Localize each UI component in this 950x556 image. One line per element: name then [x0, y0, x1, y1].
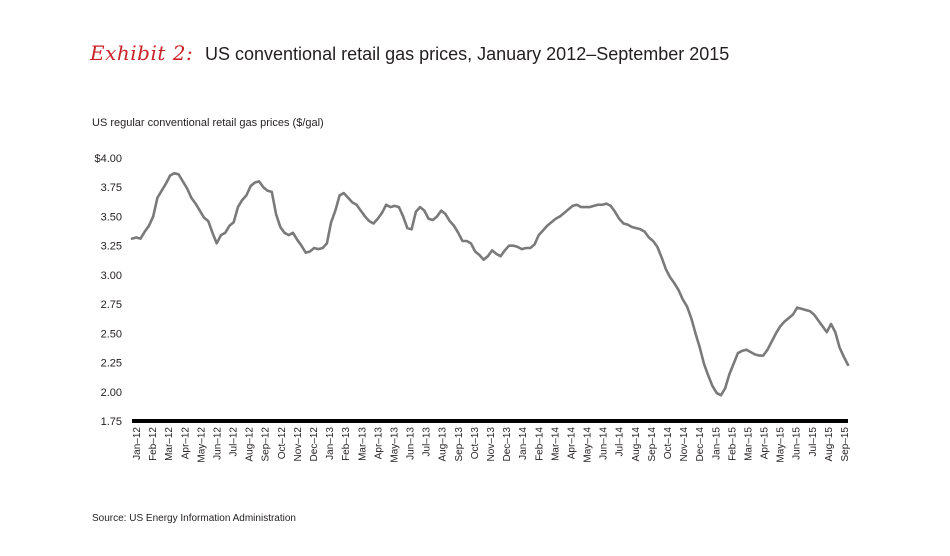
- y-tick-label: 3.25: [101, 241, 122, 253]
- y-tick-label: $4.00: [94, 153, 122, 165]
- y-tick-label: 3.75: [101, 182, 122, 194]
- x-tick-label: Oct–12: [277, 427, 288, 460]
- x-tick-label: Jan–15: [711, 427, 722, 460]
- x-tick-label: Sep–14: [647, 427, 658, 462]
- x-tick-label: Sep–13: [454, 427, 465, 462]
- y-axis-title: US regular conventional retail gas price…: [92, 117, 324, 129]
- x-tick-label: Jul–12: [229, 427, 240, 457]
- x-tick-label: Jul–14: [615, 427, 626, 457]
- x-tick-label: Jan–13: [325, 427, 336, 460]
- x-tick-label: Feb–13: [341, 427, 352, 461]
- x-tick-label: Jul–13: [422, 427, 433, 457]
- x-tick-label: Sep–15: [840, 427, 851, 462]
- x-tick-label: Mar–12: [164, 427, 175, 461]
- x-tick-label: Sep–12: [261, 427, 272, 462]
- x-tick-label: Jun–14: [599, 427, 610, 460]
- x-tick-label: Dec–12: [309, 427, 320, 462]
- y-tick-label: 2.50: [101, 328, 122, 340]
- x-tick-label: May–13: [389, 427, 400, 463]
- x-tick-label: Oct–14: [663, 427, 674, 460]
- x-tick-label: May–15: [776, 427, 787, 463]
- y-tick-label: 2.25: [101, 358, 122, 370]
- x-axis-ticks: Jan–12 Feb–12 Mar–12 Apr–12 May–12 Jun–12 Jul–…: [132, 427, 851, 463]
- x-tick-label: Aug–12: [245, 427, 256, 462]
- x-tick-label: May–12: [196, 427, 207, 463]
- exhibit-label: Exhibit 2:: [90, 41, 194, 65]
- x-tick-label: Jan–12: [132, 427, 143, 460]
- x-tick-label: Jun–13: [406, 427, 417, 460]
- x-tick-label: Dec–13: [502, 427, 513, 462]
- source-note: Source: US Energy Information Administra…: [92, 513, 296, 524]
- x-tick-label: Apr–12: [180, 427, 191, 460]
- y-tick-label: 3.00: [101, 270, 122, 282]
- y-tick-label: 2.75: [101, 299, 122, 311]
- y-tick-label: 3.50: [101, 211, 122, 223]
- x-tick-label: Aug–14: [631, 427, 642, 462]
- x-tick-label: Apr–15: [760, 427, 771, 460]
- x-tick-label: Nov–12: [293, 427, 304, 462]
- x-tick-label: Mar–15: [743, 427, 754, 461]
- x-tick-label: Feb–14: [534, 427, 545, 461]
- x-tick-label: Jun–15: [792, 427, 803, 460]
- x-tick-label: Nov–14: [679, 427, 690, 462]
- x-tick-label: Apr–14: [566, 427, 577, 460]
- x-tick-label: Aug–13: [438, 427, 449, 462]
- x-tick-label: May–14: [583, 427, 594, 463]
- y-tick-label: 1.75: [101, 416, 122, 428]
- y-tick-label: 2.00: [101, 387, 122, 399]
- x-tick-label: Nov–13: [486, 427, 497, 462]
- x-tick-label: Mar–14: [550, 427, 561, 461]
- x-tick-label: Jan–14: [518, 427, 529, 460]
- x-tick-label: Apr–13: [373, 427, 384, 460]
- page-title: US conventional retail gas prices, Janua…: [205, 44, 730, 64]
- x-tick-label: Feb–15: [727, 427, 738, 461]
- series-line-gas-price: [130, 171, 850, 397]
- x-tick-label: Jul–15: [808, 427, 819, 457]
- x-tick-label: Aug–15: [824, 427, 835, 462]
- x-tick-label: Jun–12: [212, 427, 223, 460]
- x-tick-label: Mar–13: [357, 427, 368, 461]
- y-axis-ticks: $4.00 3.75 3.50 3.25 3.00 2.75 2.50 2.25 2.00 1.7…: [94, 153, 122, 428]
- x-tick-label: Dec–14: [695, 427, 706, 462]
- x-tick-label: Oct–13: [470, 427, 481, 460]
- x-tick-label: Feb–12: [148, 427, 159, 461]
